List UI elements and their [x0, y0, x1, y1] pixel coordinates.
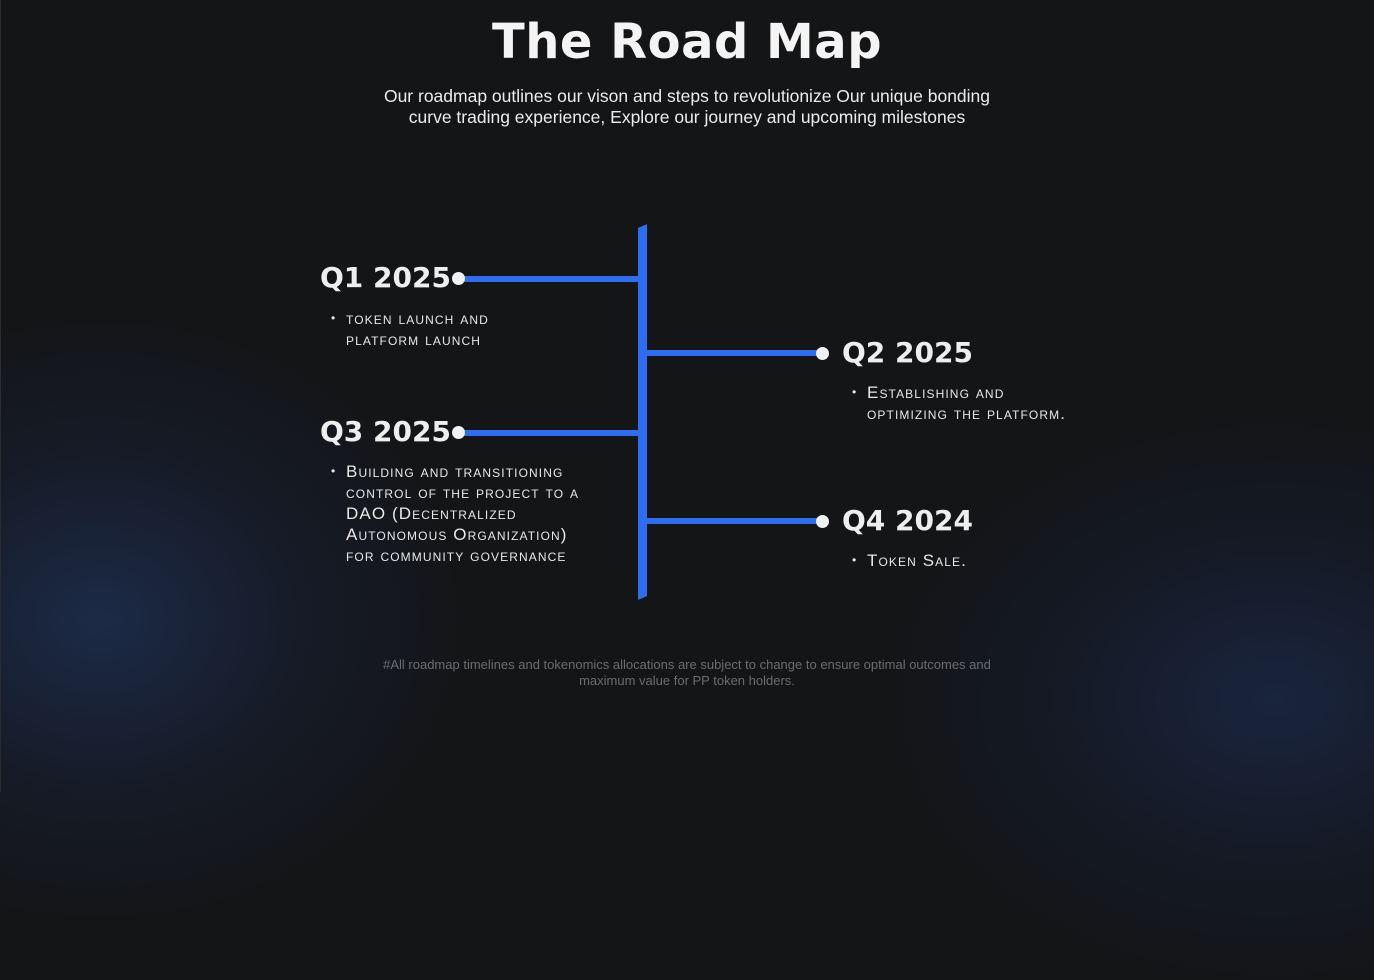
milestone-item-text-line: Token Sale.: [867, 551, 967, 570]
milestone-items: • Establishing and optimizing the platfo…: [842, 382, 1066, 424]
milestone-items: • token launch and platform launch: [321, 308, 489, 350]
subtitle-line-2: curve trading experience, Explore our jo…: [408, 107, 966, 127]
milestone-dot: [452, 272, 465, 285]
timeline-spine: [638, 224, 647, 600]
milestone-quarter-label: Q2 2025: [842, 336, 973, 369]
milestone-item-text-line: platform launch: [346, 330, 482, 349]
milestone-connector: [645, 518, 823, 524]
milestone-item-text-line: Autonomous Organization): [346, 525, 568, 544]
milestone-connector: [645, 350, 823, 356]
milestone-item: • Token Sale.: [842, 550, 967, 571]
milestone-quarter-label: Q1 2025: [320, 261, 451, 294]
milestone-item-text-line: token launch and: [346, 309, 489, 328]
footnote-line-2: maximum value for PP token holders.: [579, 673, 795, 688]
milestone-connector: [462, 430, 640, 436]
milestone-dot: [816, 347, 829, 360]
frame-edge: [0, 0, 1, 792]
milestone-item-text-line: control of the project to a: [346, 483, 580, 502]
subtitle-line-1: Our roadmap outlines our vison and steps…: [383, 86, 991, 106]
milestone-item-text-line: Establishing and: [867, 383, 1005, 402]
disclaimer-footnote: #All roadmap timelines and tokenomics al…: [317, 657, 1057, 689]
milestone-item-text-line: for community governance: [346, 546, 567, 565]
footnote-line-1: #All roadmap timelines and tokenomics al…: [383, 657, 991, 672]
milestone-item: • Building and transitioning control of …: [321, 461, 579, 566]
milestone-quarter-label: Q3 2025: [320, 415, 451, 448]
background-glow-left: [0, 320, 460, 920]
milestone-item-text-line: DAO (Decentralized: [346, 504, 517, 523]
bullet-icon: •: [331, 464, 337, 478]
milestone-item: • token launch and platform launch: [321, 308, 489, 350]
milestone-item: • Establishing and optimizing the platfo…: [842, 382, 1066, 424]
milestone-item-text-line: Building and transitioning: [346, 462, 564, 481]
bullet-icon: •: [852, 553, 858, 567]
milestone-items: • Token Sale.: [842, 550, 967, 571]
milestone-items: • Building and transitioning control of …: [321, 461, 579, 566]
milestone-item-text-line: optimizing the platform.: [867, 404, 1067, 423]
milestone-dot: [816, 515, 829, 528]
milestone-connector: [462, 276, 640, 282]
bullet-icon: •: [331, 311, 337, 325]
milestone-quarter-label: Q4 2024: [842, 504, 973, 537]
bullet-icon: •: [852, 385, 858, 399]
page-title: The Road Map: [491, 14, 883, 70]
milestone-dot: [452, 426, 465, 439]
page-subtitle: Our roadmap outlines our vison and steps…: [337, 86, 1037, 128]
